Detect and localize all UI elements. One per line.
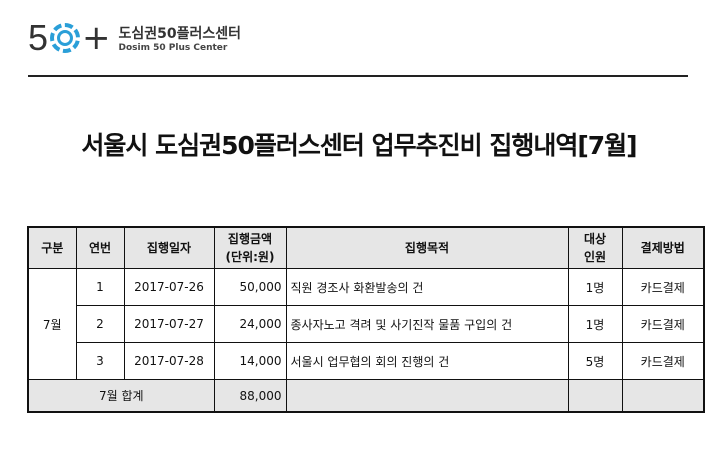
amount-cell: 14,000 [213,342,287,380]
header-amount-unit: (단위:원) [225,250,275,264]
purpose-cell: 직원 경조사 화환발송의 건 [285,268,569,306]
empty-cell [285,379,569,413]
header-divider [28,75,688,77]
payment-cell: 카드결제 [621,305,705,343]
date-cell: 2017-07-26 [123,268,215,306]
header-date: 집행일자 [123,226,215,269]
date-cell: 2017-07-27 [123,305,215,343]
month-cell: 7월 [27,268,77,380]
table-row: 3 2017-07-28 14,000 서울시 업무협의 회의 진행의 건 5명… [28,342,705,380]
total-label: 7월 합계 [27,379,215,413]
table-row: 2 2017-07-27 24,000 종사자노고 격려 및 사기진작 물품 구… [28,305,705,343]
header-amount-label: 집행금액 [227,232,273,246]
amount-cell: 50,000 [213,268,287,306]
amount-cell: 24,000 [213,305,287,343]
header-amount: 집행금액 (단위:원) [213,226,287,269]
date-cell: 2017-07-28 [123,342,215,380]
purpose-cell: 종사자노고 격려 및 사기진작 물품 구입의 건 [285,305,569,343]
people-cell: 1명 [567,305,623,343]
no-cell: 2 [75,305,125,343]
logo: 5 + 도심권50플러스센터 Dosim 50 Plus Center [28,16,241,60]
logo-korean-name: 도심권50플러스센터 [118,26,242,42]
logo-ring-icon [50,23,81,53]
header-people-1: 대상 [583,232,607,246]
page-title: 서울시 도심권50플러스센터 업무추진비 집행내역[7월] [81,131,637,160]
header-category: 구분 [27,226,77,269]
header-purpose: 집행목적 [285,226,569,269]
no-cell: 1 [75,268,125,306]
purpose-cell: 서울시 업무협의 회의 진행의 건 [285,342,569,380]
people-cell: 1명 [567,268,623,306]
table-row: 7월 1 2017-07-26 50,000 직원 경조사 화환발송의 건 1명… [27,268,705,380]
payment-cell: 카드결제 [621,342,705,380]
empty-cell [621,379,705,413]
header-no: 연번 [75,226,125,269]
header-payment: 결제방법 [621,226,705,269]
logo-five: 5 [28,17,49,58]
empty-cell [567,379,623,413]
no-cell: 3 [75,342,125,380]
logo-english-name: Dosim 50 Plus Center [118,43,228,53]
payment-cell: 카드결제 [621,268,705,306]
logo-plus: + [82,18,111,58]
header-people-2: 인원 [583,250,607,264]
total-row: 7월 합계 88,000 [27,379,705,413]
total-amount: 88,000 [213,379,287,413]
people-cell: 5명 [567,342,623,380]
